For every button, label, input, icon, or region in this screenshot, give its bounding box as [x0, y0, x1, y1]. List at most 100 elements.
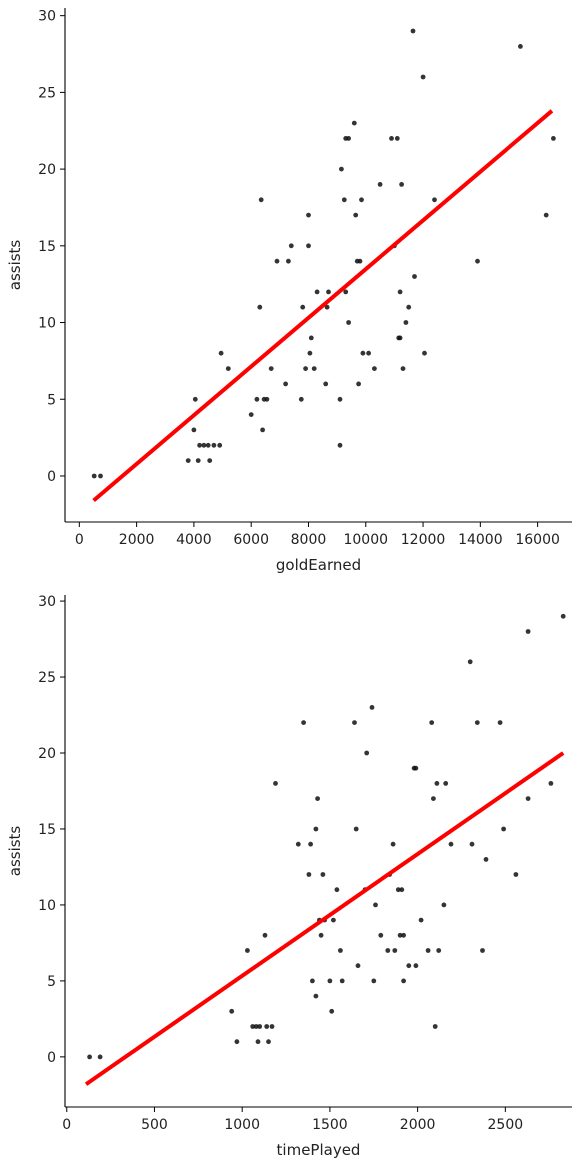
x-tick-label: 2000: [119, 532, 155, 548]
data-point: [269, 1024, 275, 1029]
x-tick-label: 10000: [343, 532, 388, 548]
data-point: [436, 948, 442, 953]
gold-earned-vs-assists-chart: 0 2000 4000 6000 8000 10000 12000 14000 16000 0 5 1…: [6, 8, 572, 574]
x-tick-label: 500: [141, 1117, 168, 1133]
data-point: [513, 872, 519, 877]
data-point: [301, 720, 306, 725]
x-tick-label: 14000: [458, 532, 503, 548]
data-point: [310, 978, 315, 984]
data-point: [283, 381, 288, 387]
data-point: [369, 705, 375, 710]
data-point: [443, 781, 449, 786]
data-point: [401, 978, 406, 984]
data-point: [324, 304, 330, 310]
x-axis-label: timePlayed: [277, 1141, 361, 1159]
data-point: [410, 28, 416, 34]
data-point: [254, 396, 260, 402]
data-point: [234, 1039, 240, 1045]
data-point: [314, 289, 320, 295]
data-point: [185, 458, 191, 463]
data-point: [548, 781, 554, 786]
data-point: [525, 629, 531, 634]
data-point: [268, 366, 274, 371]
data-point: [422, 350, 427, 356]
data-point: [298, 396, 304, 402]
data-point: [399, 887, 405, 893]
data-point: [339, 166, 344, 172]
data-point: [351, 120, 357, 126]
data-point: [373, 902, 378, 908]
data-point: [248, 412, 254, 417]
y-axis-label: assists: [6, 826, 24, 877]
data-point: [258, 197, 264, 203]
x-tick-label: 1500: [312, 1117, 348, 1133]
data-point: [497, 720, 503, 725]
data-point: [353, 826, 359, 832]
y-tick-label: 5: [47, 974, 56, 990]
time-played-vs-assists-chart: 0 500 1000 1500 2000 2500 0 5 10 15 20 25 30 timePla…: [0, 581, 579, 1162]
data-point: [403, 320, 409, 325]
data-point: [360, 350, 366, 356]
data-point: [326, 289, 331, 295]
scatter-points-layer: [87, 613, 566, 1060]
data-point: [359, 197, 364, 203]
data-point: [353, 212, 359, 218]
data-point: [341, 197, 347, 203]
data-point: [480, 948, 485, 953]
data-point: [257, 1024, 263, 1029]
regression-line: [92, 109, 554, 503]
data-point: [385, 948, 391, 953]
data-point: [264, 396, 270, 402]
data-point: [308, 335, 314, 341]
x-axis-label: goldEarned: [276, 556, 361, 574]
data-point: [205, 442, 211, 448]
y-tick-label: 25: [38, 670, 56, 686]
data-point: [195, 458, 201, 463]
data-point: [357, 258, 363, 264]
data-point: [207, 458, 213, 463]
gold-earned-chart-canvas: 0 2000 4000 6000 8000 10000 12000 14000 16000 0 5 1…: [6, 8, 572, 574]
data-point: [303, 366, 308, 371]
data-point: [91, 473, 97, 479]
y-tick-label: 10: [38, 898, 56, 914]
data-point: [98, 473, 103, 479]
data-point: [343, 289, 349, 295]
x-tick-label: 2000: [400, 1117, 436, 1133]
data-point: [420, 74, 426, 80]
data-point: [397, 335, 403, 341]
regression-line: [84, 751, 565, 1086]
data-point: [266, 1039, 271, 1045]
data-point: [97, 1054, 103, 1060]
y-tick-label: 5: [47, 392, 56, 408]
data-point: [366, 350, 371, 356]
data-point: [425, 948, 431, 953]
data-point: [560, 613, 566, 619]
data-point: [225, 366, 231, 371]
y-tick-label: 15: [38, 822, 56, 838]
data-point: [229, 1008, 235, 1014]
data-point: [406, 963, 412, 969]
data-point: [334, 887, 340, 893]
y-axis-label: assists: [6, 240, 24, 291]
data-point: [400, 366, 406, 371]
data-point: [306, 872, 312, 877]
data-point: [323, 381, 329, 387]
data-point: [474, 720, 480, 725]
data-point: [392, 948, 398, 953]
data-point: [401, 932, 406, 938]
x-tick-label: 1000: [224, 1117, 260, 1133]
data-point: [355, 963, 361, 969]
x-tick-label: 6000: [233, 532, 269, 548]
y-tick-label: 30: [38, 594, 56, 610]
data-point: [394, 136, 400, 141]
y-tick-label: 0: [47, 469, 56, 485]
data-point: [346, 320, 351, 325]
data-point: [399, 182, 404, 187]
data-point: [264, 1024, 270, 1029]
data-point: [257, 304, 263, 310]
y-tick-label: 15: [38, 239, 56, 255]
data-point: [217, 442, 223, 448]
x-tick-label: 2500: [488, 1117, 524, 1133]
data-point: [262, 932, 268, 938]
data-point: [434, 781, 440, 786]
